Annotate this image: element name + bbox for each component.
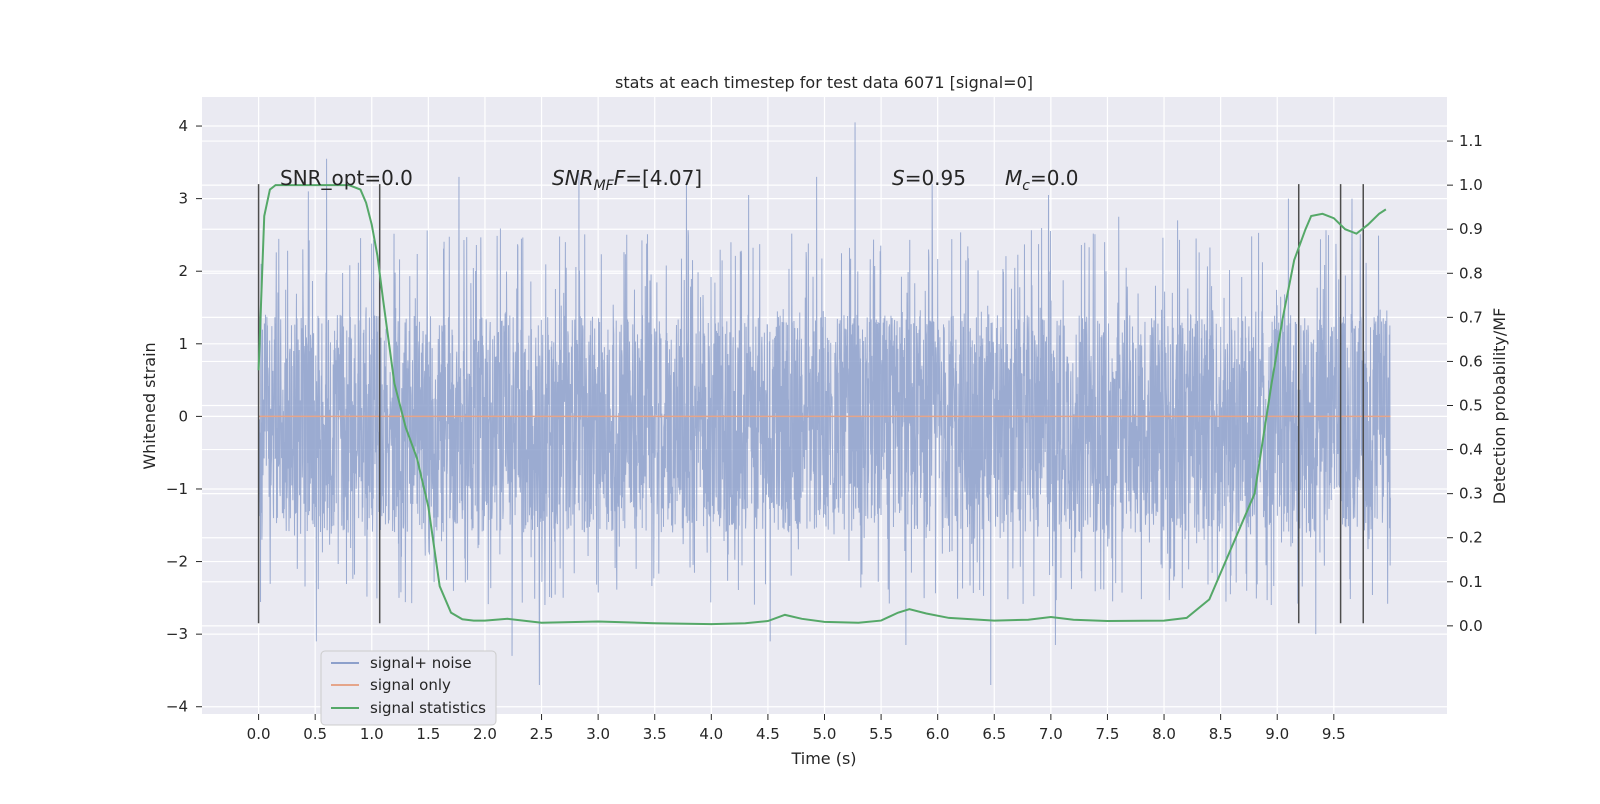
x-tick-label: 0.0 — [247, 725, 271, 743]
legend-label-signal-only: signal only — [370, 676, 451, 694]
x-tick-label: 7.5 — [1096, 725, 1120, 743]
x-tick-label: 6.0 — [926, 725, 950, 743]
y-right-tick-label: 0.7 — [1459, 308, 1483, 326]
x-tick-label: 5.5 — [869, 725, 893, 743]
annotation-snr-mf-f: F — [614, 166, 626, 190]
vertical-markers — [257, 184, 1364, 624]
y-right-tick-label: 0.1 — [1459, 573, 1483, 591]
y-right-tick-label: 0.6 — [1459, 352, 1483, 370]
annotation-s: S=0.95 — [892, 166, 966, 190]
x-tick-label: 3.5 — [643, 725, 667, 743]
x-tick-label: 9.5 — [1322, 725, 1346, 743]
signal-statistics-line — [257, 184, 1387, 626]
y-right-tick-label: 0.0 — [1459, 617, 1483, 635]
y-left-axis-label: Whitened strain — [140, 342, 159, 469]
y-right-tick-label: 1.1 — [1459, 132, 1483, 150]
annotation-mc-symbol: M — [1005, 166, 1022, 190]
x-tick-label: 8.0 — [1152, 725, 1176, 743]
y-right-tick-label: 0.9 — [1459, 220, 1483, 238]
annotation-s-symbol: S — [892, 166, 905, 190]
y-right-axis-label: Detection probability/MF — [1490, 308, 1509, 505]
x-tick-label: 7.0 — [1039, 725, 1063, 743]
annotation-mc-sub: c — [1022, 178, 1030, 194]
x-axis-label: Time (s) — [790, 749, 856, 768]
x-tick-label: 2.5 — [530, 725, 554, 743]
x-tick-label: 3.0 — [586, 725, 610, 743]
y-left-tick-label: 1 — [178, 335, 188, 353]
y-right-tick-label: 0.2 — [1459, 529, 1483, 547]
y-left-tick-label: −3 — [166, 625, 188, 643]
y-right-tick-label: 0.4 — [1459, 441, 1483, 459]
signal-plus-noise-line — [258, 122, 1391, 685]
x-tick-label: 5.0 — [813, 725, 837, 743]
x-axis-ticks: 0.0 0.5 1.0 1.5 2.0 2.5 3.0 3.5 4.0 4.5 5.0 5.5 6.0 6… — [247, 714, 1346, 743]
y-right-tick-label: 0.8 — [1459, 264, 1483, 282]
chart-title: stats at each timestep for test data 607… — [615, 73, 1033, 92]
y-right-tick-label: 0.3 — [1459, 485, 1483, 503]
annotation-snr-opt: SNR_opt=0.0 — [280, 166, 413, 190]
y-left-tick-label: 2 — [178, 262, 188, 280]
x-tick-label: 4.0 — [699, 725, 723, 743]
y-left-tick-label: −1 — [166, 480, 188, 498]
x-tick-label: 9.0 — [1265, 725, 1289, 743]
series-signal-plus-noise — [258, 122, 1391, 685]
x-tick-label: 0.5 — [303, 725, 327, 743]
x-tick-label: 1.5 — [416, 725, 440, 743]
y-left-tick-label: 3 — [178, 190, 188, 208]
annotation-snr-mf-base: SNR — [552, 166, 594, 190]
annotation-mc: Mc=0.0 — [1005, 166, 1079, 194]
legend-box — [320, 650, 497, 726]
x-tick-label: 8.5 — [1209, 725, 1233, 743]
annotation-mc-value: =0.0 — [1030, 166, 1079, 190]
y-left-tick-label: −2 — [166, 553, 188, 571]
legend-label-signal-plus-noise: signal+ noise — [370, 654, 472, 672]
x-tick-label: 6.5 — [982, 725, 1006, 743]
y-left-tick-label: −4 — [166, 698, 188, 716]
x-tick-label: 1.0 — [360, 725, 384, 743]
x-tick-label: 4.5 — [756, 725, 780, 743]
y-left-axis-ticks: 4 3 2 1 0 −1 −2 −3 −4 — [166, 117, 202, 716]
legend: signal+ noise signal only signal statist… — [320, 650, 497, 726]
series-signal-statistics — [257, 184, 1387, 626]
x-tick-label: 2.0 — [473, 725, 497, 743]
y-left-tick-label: 4 — [178, 117, 188, 135]
y-right-axis-ticks: 1.1 1.0 0.9 0.8 0.7 0.6 0.5 0.4 0.3 0.2 0.1 0.0 — [1447, 132, 1483, 635]
y-right-tick-label: 1.0 — [1459, 176, 1483, 194]
legend-label-signal-statistics: signal statistics — [370, 699, 486, 717]
annotation-snr-mf-value: =[4.07] — [625, 166, 702, 190]
annotation-snr-mf: SNRMFF=[4.07] — [552, 166, 702, 194]
y-right-tick-label: 0.5 — [1459, 397, 1483, 415]
annotation-snr-mf-sub: MF — [594, 178, 615, 194]
y-left-tick-label: 0 — [178, 407, 188, 425]
annotation-s-value: =0.95 — [905, 166, 966, 190]
